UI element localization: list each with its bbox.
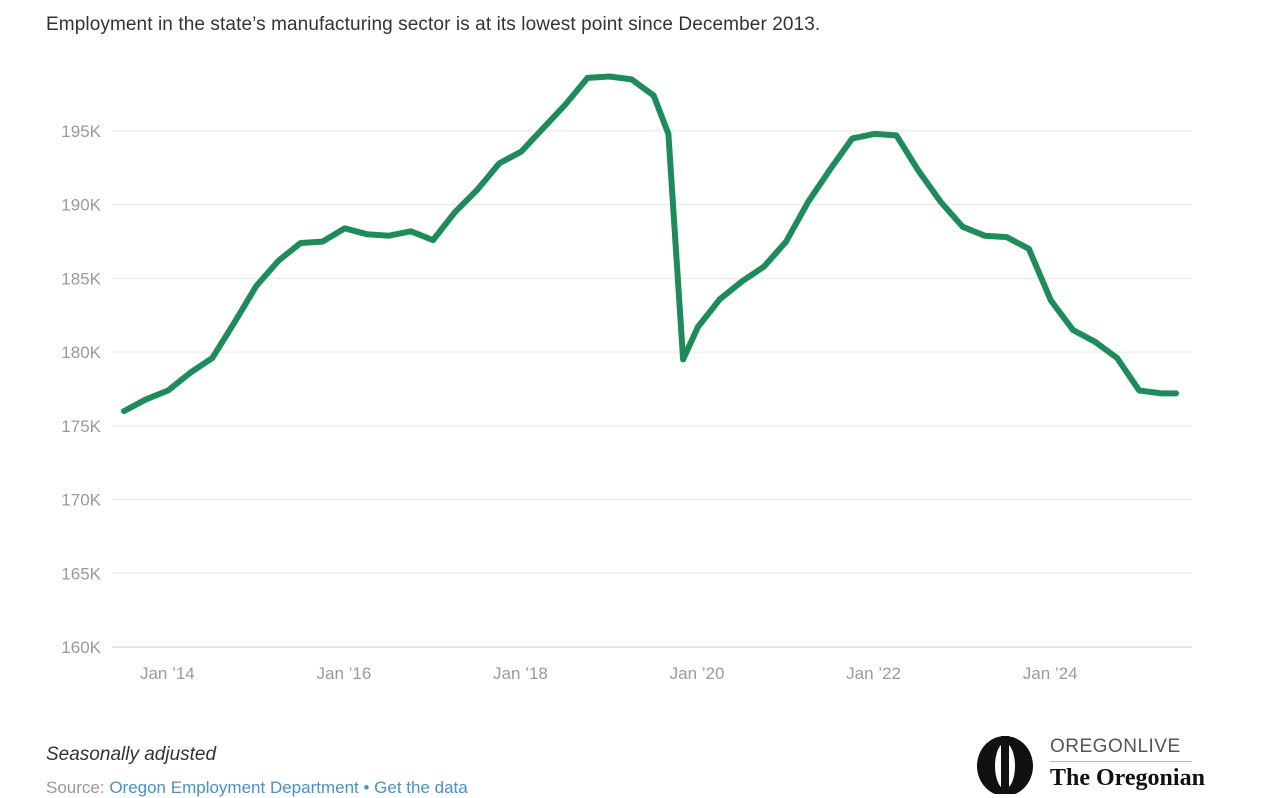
y-tick-label: 190K [61, 196, 101, 215]
brand-oregonlive-text: OREGONLIVE [1050, 736, 1181, 757]
brand-divider [1050, 761, 1192, 762]
series-layer [121, 73, 1179, 415]
chart-subtitle: Employment in the state’s manufacturing … [46, 14, 821, 35]
get-data-link[interactable]: Get the data [374, 778, 468, 797]
y-tick-label: 165K [61, 564, 101, 583]
x-tick-label: Jan ’14 [140, 664, 195, 683]
x-axis-ticks: Jan ’14 Jan ’16 Jan ’18 Jan ’20 Jan ’22 Jan ’… [140, 664, 1078, 683]
x-tick-label: Jan ’18 [493, 664, 548, 683]
y-tick-label: 180K [61, 343, 101, 362]
footnote-seasonally-adjusted: Seasonally adjusted [46, 744, 217, 765]
series-line-manufacturing-employment[interactable] [121, 73, 1179, 415]
y-tick-label: 195K [61, 122, 101, 141]
y-tick-label: 185K [61, 269, 101, 288]
x-tick-label: Jan ’24 [1023, 664, 1078, 683]
y-tick-label: 175K [61, 417, 101, 436]
source-prefix: Source: [46, 778, 110, 797]
y-tick-label: 160K [61, 638, 101, 657]
source-link[interactable]: Oregon Employment Department [109, 778, 359, 797]
gridlines [112, 130, 1192, 648]
x-tick-label: Jan ’20 [670, 664, 725, 683]
brand-oregonian-text: The Oregonian [1050, 765, 1205, 791]
source-line: Source: Oregon Employment Department • G… [46, 778, 468, 798]
source-separator: • [358, 778, 375, 797]
oregonian-o-logo-icon [977, 736, 1033, 794]
oregonlive-logo[interactable]: OREGONLIVE The Oregonian [974, 732, 1205, 794]
y-axis-ticks: 160K 165K 170K 175K 180K 185K 190K 195K [61, 122, 101, 657]
y-tick-label: 170K [61, 491, 101, 510]
x-tick-label: Jan ’16 [317, 664, 372, 683]
line-chart: 160K 165K 170K 175K 180K 185K 190K 195K Jan ’14… [61, 73, 1192, 683]
x-tick-label: Jan ’22 [846, 664, 901, 683]
